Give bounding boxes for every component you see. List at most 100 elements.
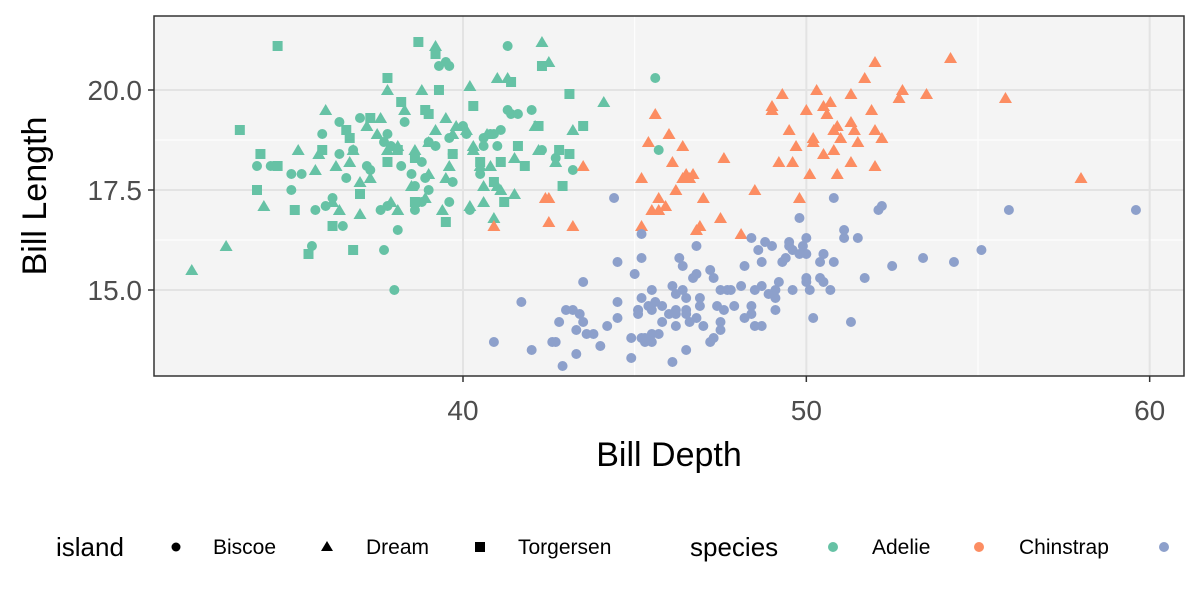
point-chinstrap-dream (844, 156, 858, 167)
point-adelie-dream (343, 156, 357, 167)
point-gentoo-biscoe (818, 249, 829, 259)
point-gentoo-biscoe (698, 321, 709, 331)
point-adelie-biscoe (502, 41, 513, 51)
point-gentoo-biscoe (667, 281, 678, 291)
point-gentoo-biscoe (612, 257, 623, 267)
legend-key-adelie-color (828, 542, 838, 552)
point-gentoo-biscoe (636, 229, 647, 239)
point-adelie-dream (463, 80, 477, 91)
point-adelie-biscoe (379, 137, 390, 147)
point-adelie-torgersen (289, 205, 300, 215)
point-gentoo-biscoe (612, 313, 623, 323)
point-gentoo-biscoe (797, 241, 808, 251)
point-adelie-dream (446, 128, 460, 139)
point-gentoo-biscoe (674, 253, 685, 263)
point-chinstrap-dream (748, 184, 762, 195)
point-adelie-dream (566, 124, 580, 135)
point-chinstrap-dream (817, 100, 830, 111)
point-adelie-dream (597, 96, 611, 107)
point-gentoo-biscoe (554, 317, 565, 327)
point-adelie-torgersen (327, 221, 338, 231)
point-gentoo-biscoe (571, 349, 582, 359)
point-adelie-torgersen (317, 145, 328, 155)
point-adelie-biscoe (296, 169, 307, 179)
point-chinstrap-dream (635, 220, 649, 231)
point-adelie-dream (508, 152, 521, 163)
point-gentoo-biscoe (526, 345, 537, 355)
point-adelie-dream (466, 140, 480, 151)
point-adelie-torgersen (578, 121, 589, 131)
point-chinstrap-dream (847, 124, 861, 135)
point-gentoo-biscoe (801, 273, 812, 283)
point-adelie-biscoe (252, 161, 262, 171)
y-axis-title: Bill Length (16, 117, 54, 276)
point-chinstrap-dream (648, 108, 662, 119)
point-adelie-dream (429, 124, 443, 135)
point-chinstrap-dream (635, 172, 649, 183)
point-chinstrap-dream (714, 212, 727, 223)
plot-border (153, 15, 1185, 377)
point-gentoo-biscoe (629, 269, 640, 279)
point-adelie-torgersen (499, 197, 510, 207)
point-adelie-biscoe (389, 285, 400, 295)
point-gentoo-biscoe (612, 297, 623, 307)
point-gentoo-biscoe (588, 329, 599, 339)
point-chinstrap-dream (834, 132, 848, 143)
point-adelie-torgersen (252, 185, 262, 195)
point-gentoo-biscoe (760, 237, 771, 247)
point-adelie-dream (442, 160, 456, 171)
point-adelie-biscoe (317, 129, 328, 139)
point-adelie-biscoe (653, 145, 664, 155)
point-adelie-biscoe (567, 165, 578, 175)
point-gentoo-biscoe (667, 357, 678, 367)
point-adelie-torgersen (303, 249, 314, 259)
point-chinstrap-dream (772, 156, 786, 167)
point-gentoo-biscoe (876, 201, 887, 211)
point-adelie-torgersen (382, 73, 393, 83)
point-adelie-biscoe (512, 109, 523, 119)
legend: island Biscoe Dream Torgersen species Ad… (56, 532, 1169, 562)
point-adelie-dream (380, 84, 394, 95)
point-gentoo-biscoe (976, 245, 987, 255)
point-adelie-torgersen (409, 153, 420, 163)
point-adelie-torgersen (272, 161, 283, 171)
point-gentoo-biscoe (784, 241, 795, 251)
point-chinstrap-dream (487, 220, 501, 231)
point-adelie-dream (415, 84, 429, 95)
point-adelie-dream (483, 160, 497, 171)
point-gentoo-biscoe (756, 321, 767, 331)
point-gentoo-biscoe (664, 309, 674, 319)
point-adelie-biscoe (392, 225, 403, 235)
point-gentoo-biscoe (578, 277, 589, 287)
point-gentoo-biscoe (749, 285, 760, 295)
point-adelie-dream (490, 72, 504, 83)
point-chinstrap-dream (799, 104, 813, 115)
point-gentoo-biscoe (657, 317, 668, 327)
point-gentoo-biscoe (708, 273, 719, 283)
point-chinstrap-dream (806, 136, 820, 147)
point-adelie-dream (332, 204, 346, 215)
point-gentoo-biscoe (808, 313, 819, 323)
point-adelie-torgersen (348, 245, 359, 255)
point-adelie-dream (308, 164, 322, 175)
point-gentoo-biscoe (715, 317, 726, 327)
point-adelie-biscoe (361, 161, 372, 171)
point-adelie-dream (439, 112, 453, 123)
point-adelie-biscoe (306, 241, 317, 251)
point-adelie-torgersen (430, 49, 441, 59)
point-gentoo-biscoe (749, 321, 760, 331)
point-gentoo-biscoe (739, 261, 750, 271)
point-adelie-dream (326, 196, 340, 207)
point-gentoo-biscoe (948, 257, 959, 267)
point-gentoo-biscoe (712, 301, 723, 311)
point-adelie-biscoe (399, 117, 410, 127)
point-adelie-torgersen (468, 101, 479, 111)
point-gentoo-biscoe (828, 193, 839, 203)
point-adelie-torgersen (413, 37, 424, 47)
point-gentoo-biscoe (626, 333, 637, 343)
legend-key-torgersen-square (475, 542, 485, 552)
x-axis-title: Bill Depth (596, 436, 742, 474)
legend-key-dream-triangle (321, 541, 333, 551)
point-chinstrap-dream (542, 192, 556, 203)
point-gentoo-biscoe (670, 309, 681, 319)
